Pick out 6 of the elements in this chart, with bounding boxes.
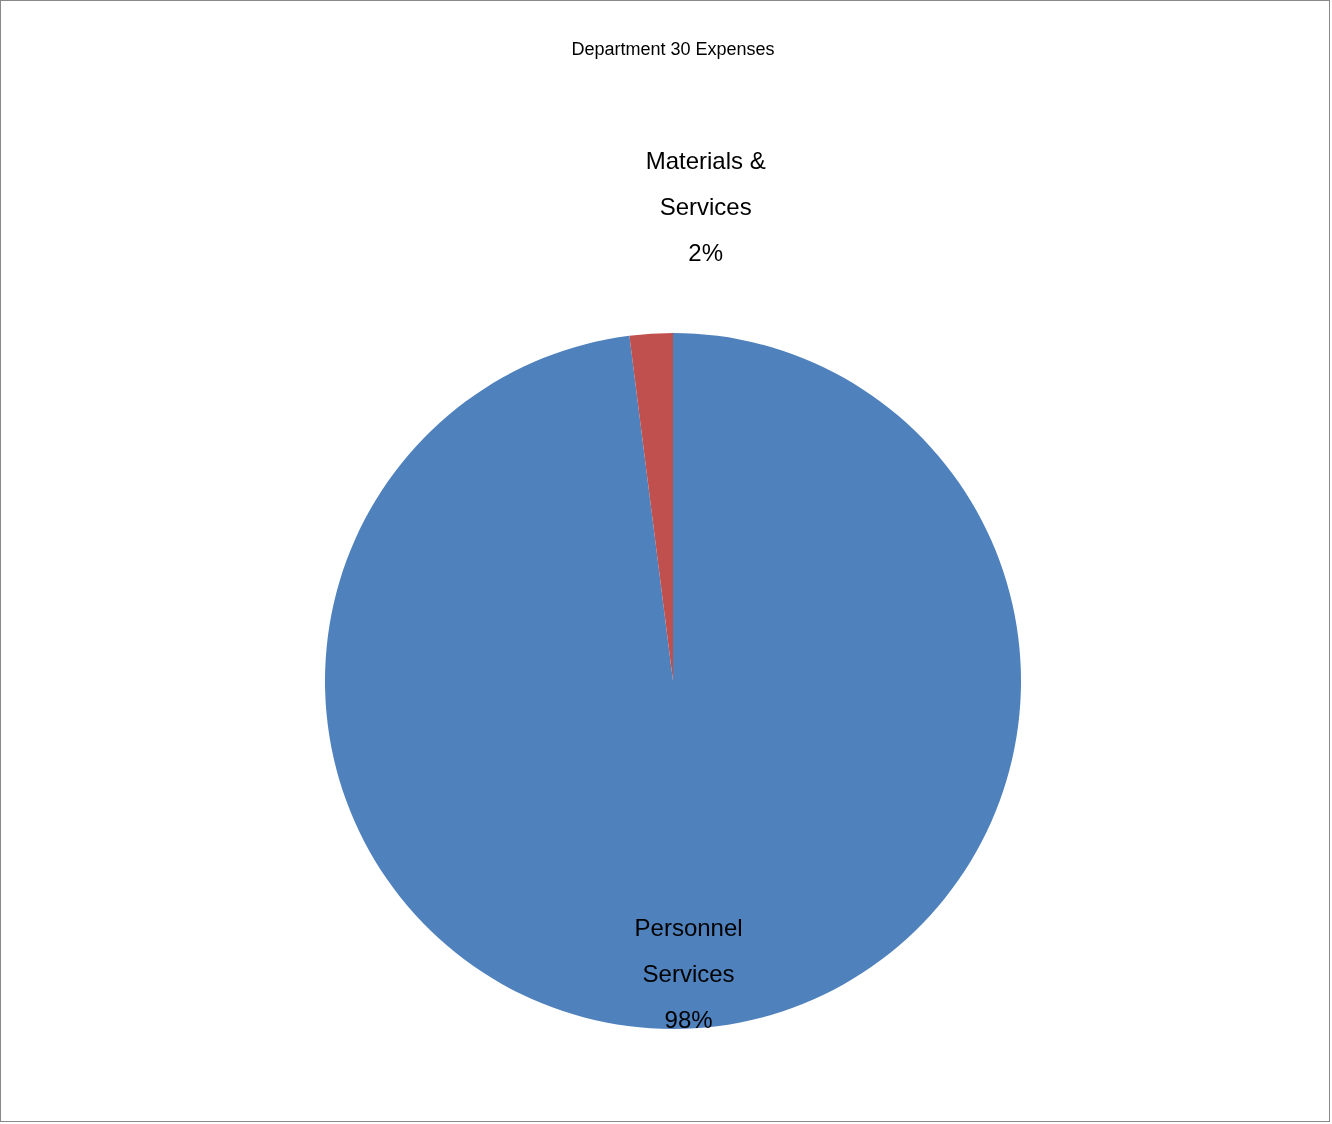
slice-label: Personnel Services: [634, 913, 743, 987]
data-label: 2%: [688, 239, 723, 267]
chart-title: Department 30 Expenses: [571, 39, 775, 59]
data-label: 98%: [664, 1005, 713, 1033]
slice-label: Materials & Services: [645, 147, 766, 221]
pie-slice: [325, 333, 1021, 1029]
